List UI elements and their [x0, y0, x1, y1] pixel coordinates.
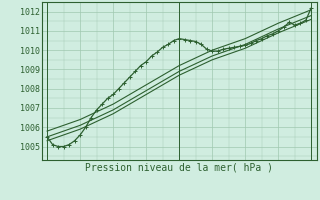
X-axis label: Pression niveau de la mer( hPa ): Pression niveau de la mer( hPa ): [85, 163, 273, 173]
